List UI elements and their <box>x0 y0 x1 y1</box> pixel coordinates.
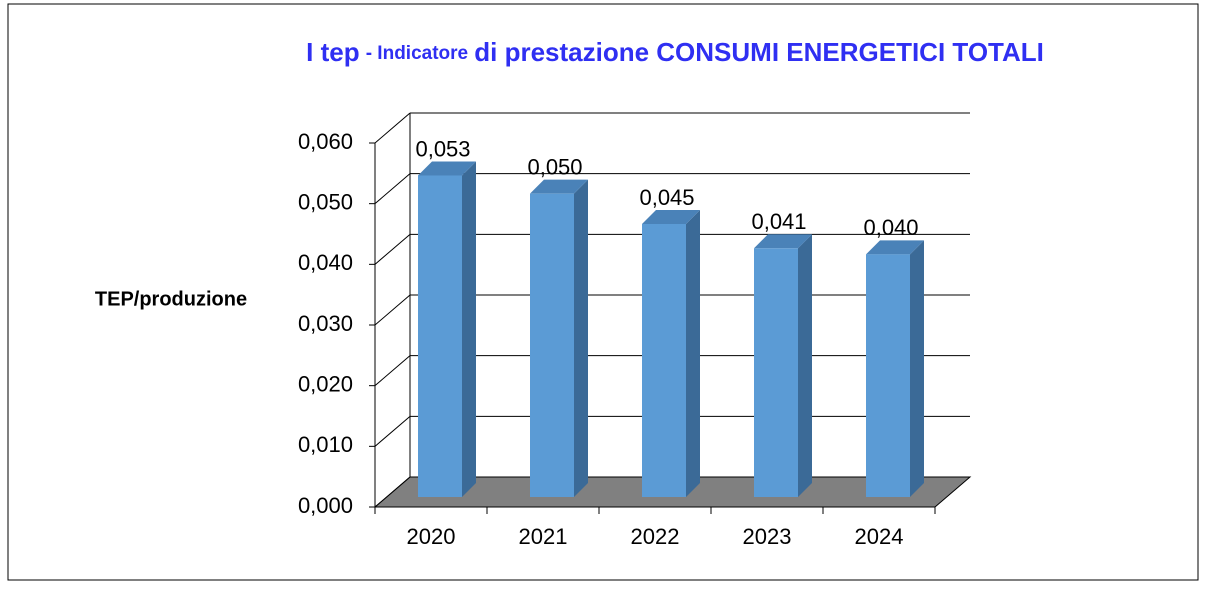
bar-top <box>530 179 588 194</box>
bar-side <box>910 240 924 498</box>
data-label: 0,041 <box>751 209 806 234</box>
bar-side <box>574 179 588 497</box>
bar-side <box>798 234 812 497</box>
side-grid-line <box>374 233 411 265</box>
side-grid-line <box>374 112 411 144</box>
bar <box>642 224 686 497</box>
x-tick-label: 2023 <box>743 524 792 549</box>
y-tick-label: 0,050 <box>298 189 353 214</box>
bar-side <box>462 161 476 497</box>
x-tick-label: 2020 <box>407 524 456 549</box>
y-tick-label: 0,000 <box>298 493 353 518</box>
x-tick-label: 2024 <box>855 524 904 549</box>
chart-title: I tep - Indicatore di prestazione CONSUM… <box>306 37 1044 67</box>
bar <box>754 248 798 497</box>
bar <box>866 254 910 497</box>
bar-top <box>866 240 924 255</box>
y-tick-label: 0,020 <box>298 371 353 396</box>
title-part: di prestazione CONSUMI ENERGETICI TOTALI <box>474 37 1044 67</box>
y-tick-label: 0,060 <box>298 129 353 154</box>
x-tick-label: 2022 <box>631 524 680 549</box>
y-tick-label: 0,030 <box>298 311 353 336</box>
bar-top <box>754 234 812 249</box>
title-part: - Indicatore <box>366 43 468 64</box>
bar-top <box>642 210 700 224</box>
data-label: 0,050 <box>527 154 582 179</box>
side-grid-line <box>374 415 411 447</box>
data-label: 0,053 <box>415 136 470 161</box>
y-tick-label: 0,040 <box>298 250 353 275</box>
title-part: I tep <box>306 37 359 67</box>
y-tick-label: 0,010 <box>298 432 353 457</box>
side-grid-line <box>374 294 411 326</box>
data-label: 0,040 <box>863 215 918 240</box>
bar-side <box>686 210 700 497</box>
side-grid-line <box>374 173 411 205</box>
bar <box>530 193 574 497</box>
side-grid-line <box>374 355 411 387</box>
data-label: 0,045 <box>639 185 694 210</box>
bar-top <box>418 161 476 176</box>
bar <box>418 175 462 497</box>
side-grid-line <box>374 476 411 508</box>
y-axis-title: TEP/produzione <box>95 288 247 310</box>
x-tick-label: 2021 <box>519 524 568 549</box>
